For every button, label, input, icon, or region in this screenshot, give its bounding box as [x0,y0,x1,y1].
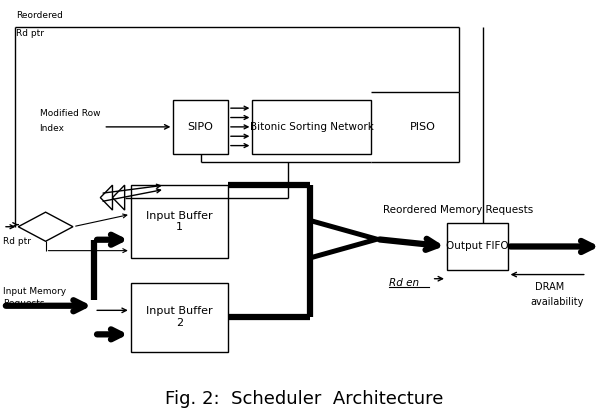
Text: Rd ptr: Rd ptr [16,29,44,38]
Text: Input Memory: Input Memory [3,287,66,296]
Text: Requests: Requests [3,299,44,308]
Text: Reordered: Reordered [16,10,63,20]
Text: SIPO: SIPO [188,122,213,132]
Text: Output FIFO: Output FIFO [446,241,509,252]
Bar [173,100,228,154]
Text: Modified Row: Modified Row [40,109,100,119]
Text: DRAM: DRAM [535,282,564,292]
Text: Rd en: Rd en [389,278,420,288]
Text: Index: Index [40,124,64,133]
Bar [131,185,228,258]
Text: Fig. 2:  Scheduler  Architecture: Fig. 2: Scheduler Architecture [165,390,443,409]
Bar [252,100,371,154]
Text: Rd ptr: Rd ptr [3,237,31,246]
Text: Reordered Memory Requests: Reordered Memory Requests [383,205,533,215]
Text: Input Buffer
1: Input Buffer 1 [146,211,213,232]
Text: Bitonic Sorting Network: Bitonic Sorting Network [250,122,373,132]
Text: Input Buffer
2: Input Buffer 2 [146,307,213,328]
Bar [131,283,228,352]
Text: availability: availability [531,297,584,307]
Bar [447,223,508,270]
Text: PISO: PISO [410,122,435,132]
